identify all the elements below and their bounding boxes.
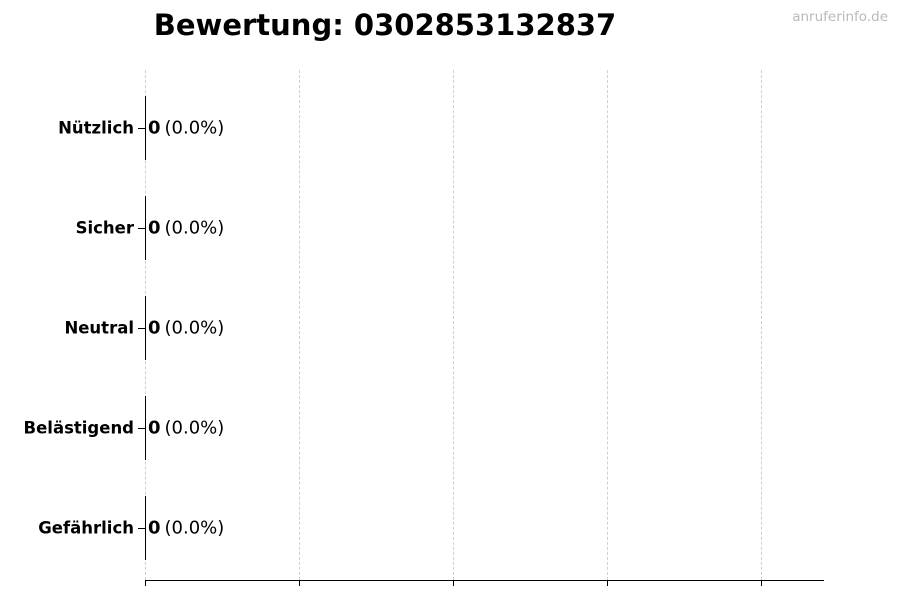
gridline-x4 <box>761 70 762 580</box>
x-axis-tick-4 <box>761 580 762 586</box>
y-axis-label-neutral: Neutral <box>64 318 134 338</box>
watermark-label: anruferinfo.de <box>792 9 888 25</box>
bar-percent-belaestigend: (0.0%) <box>164 417 225 439</box>
bar-gefaehrlich <box>145 496 146 560</box>
x-axis-tick-1 <box>299 580 300 586</box>
bar-value-sicher: 0 (0.0%) <box>148 218 224 239</box>
bar-count-gefaehrlich: 0 <box>148 517 161 539</box>
x-axis-line <box>145 580 824 581</box>
y-axis-tick-gefaehrlich <box>138 528 145 529</box>
bar-value-neutral: 0 (0.0%) <box>148 318 224 339</box>
bar-percent-sicher: (0.0%) <box>164 217 225 239</box>
x-axis-tick-3 <box>607 580 608 586</box>
y-axis-tick-belaestigend <box>138 428 145 429</box>
y-axis-tick-nuetzlich <box>138 128 145 129</box>
page-title: Bewertung: 0302853132837 <box>153 8 617 42</box>
bar-percent-neutral: (0.0%) <box>164 317 225 339</box>
x-axis-tick-0 <box>145 580 146 586</box>
bar-value-nuetzlich: 0 (0.0%) <box>148 118 224 139</box>
bar-sicher <box>145 196 146 260</box>
bar-count-nuetzlich: 0 <box>148 117 161 139</box>
bar-percent-gefaehrlich: (0.0%) <box>164 517 225 539</box>
y-axis-tick-sicher <box>138 228 145 229</box>
gridline-x3 <box>607 70 608 580</box>
bar-value-gefaehrlich: 0 (0.0%) <box>148 518 224 539</box>
y-axis-label-sicher: Sicher <box>75 218 134 238</box>
bar-neutral <box>145 296 146 360</box>
bar-count-neutral: 0 <box>148 317 161 339</box>
bar-belaestigend <box>145 396 146 460</box>
bar-count-sicher: 0 <box>148 217 161 239</box>
plot-area <box>145 70 823 580</box>
bar-percent-nuetzlich: (0.0%) <box>164 117 225 139</box>
y-axis-label-gefaehrlich: Gefährlich <box>38 518 134 538</box>
gridline-x2 <box>453 70 454 580</box>
y-axis-tick-neutral <box>138 328 145 329</box>
bar-nuetzlich <box>145 96 146 160</box>
y-axis-label-nuetzlich: Nützlich <box>58 118 134 138</box>
x-axis-tick-2 <box>453 580 454 586</box>
bar-value-belaestigend: 0 (0.0%) <box>148 418 224 439</box>
y-axis-label-belaestigend: Belästigend <box>23 418 134 438</box>
bar-count-belaestigend: 0 <box>148 417 161 439</box>
gridline-x1 <box>299 70 300 580</box>
